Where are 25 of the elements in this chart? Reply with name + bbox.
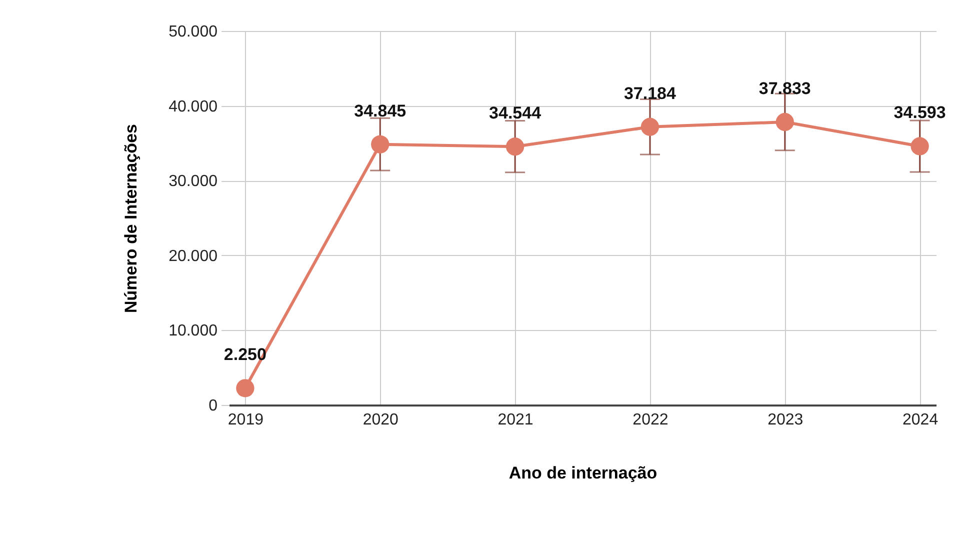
y-tick-label: 0 xyxy=(208,398,218,414)
x-tick-label: 2022 xyxy=(632,412,668,428)
y-tick-label: 10.000 xyxy=(168,322,218,340)
x-tick-label: 2020 xyxy=(362,412,399,428)
point xyxy=(506,138,524,156)
y-tick-label: 40.000 xyxy=(168,98,218,116)
point xyxy=(910,137,929,156)
y-tick-label: 50.000 xyxy=(168,24,218,40)
x-tick-label: 2024 xyxy=(902,412,938,428)
point xyxy=(371,135,390,154)
point xyxy=(236,379,254,398)
data-label: 34.593 xyxy=(894,103,946,122)
x-tick-label: 2021 xyxy=(498,412,534,428)
data-label: 34.845 xyxy=(354,101,406,120)
data-label: 34.544 xyxy=(489,104,542,123)
y-tick-label: 30.000 xyxy=(168,173,218,190)
x-tick-label: 2023 xyxy=(768,412,804,428)
point xyxy=(776,112,794,132)
x-axis-title: Ano de internação xyxy=(508,464,658,482)
y-axis-title: Número de Internações xyxy=(122,124,141,313)
point xyxy=(640,118,660,136)
y-tick-label: 20.000 xyxy=(168,248,218,265)
x-tick-label: 2019 xyxy=(228,412,264,428)
data-label: 37.184 xyxy=(624,84,677,103)
data-label: 37.833 xyxy=(758,79,811,98)
